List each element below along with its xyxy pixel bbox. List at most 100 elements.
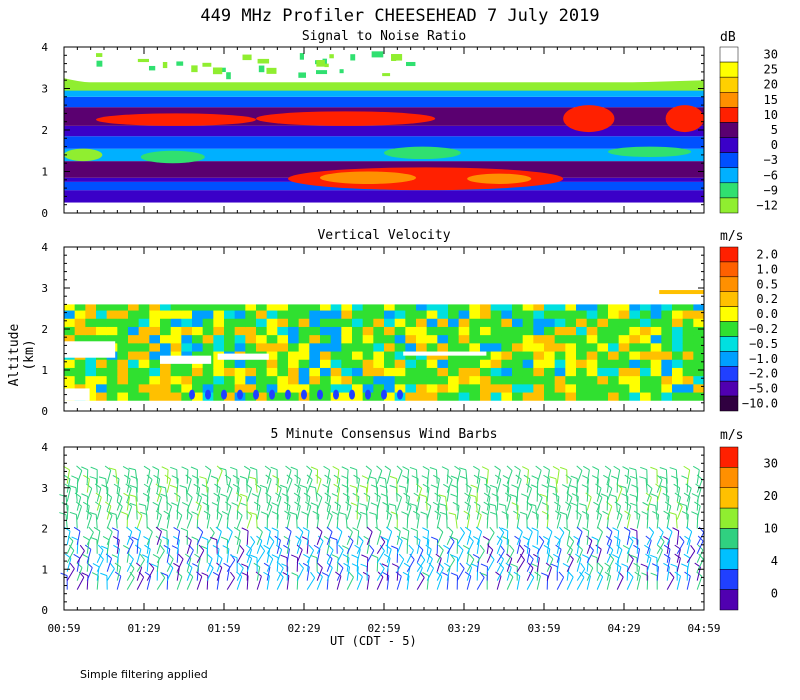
wind-barb (486, 532, 495, 546)
wind-barb (66, 478, 71, 493)
wind-barb (206, 539, 209, 554)
velocity-cell (288, 367, 300, 377)
wind-barb (206, 532, 215, 546)
wind-barb (176, 558, 184, 572)
wind-barb (306, 505, 312, 520)
wind-barb-flag (94, 483, 102, 489)
wind-barb (675, 469, 678, 484)
wind-barb-flag (297, 526, 304, 533)
wind-barb-flag (539, 493, 547, 498)
wind-barb-flag (74, 492, 81, 498)
wind-barb-flag (428, 562, 434, 569)
velocity-cell (170, 310, 182, 320)
velocity-cell (85, 335, 97, 344)
wind-barb (146, 531, 153, 545)
velocity-cell (202, 367, 214, 377)
wind-barb (506, 514, 509, 529)
wind-barb (135, 496, 138, 511)
velocity-cell (480, 359, 492, 369)
wind-barb (496, 496, 499, 511)
wind-barb-flag (171, 545, 179, 550)
wind-barb (66, 540, 74, 554)
wind-barb-flag (111, 554, 119, 559)
velocity-cell (458, 392, 470, 402)
velocity-cell (490, 392, 502, 402)
wind-barb-flag (674, 492, 681, 498)
wind-barb-flag (366, 526, 373, 533)
velocity-cell (426, 335, 438, 344)
velocity-cell (490, 376, 502, 385)
wind-barb (136, 567, 143, 581)
velocity-cell (277, 335, 289, 344)
snr-speck (371, 51, 384, 58)
velocity-cell (629, 335, 641, 344)
velocity-cell (640, 335, 652, 344)
colorbar-swatch (719, 246, 739, 263)
wind-barb (576, 531, 583, 545)
snr-speck (137, 58, 149, 63)
velocity-cell (426, 310, 438, 320)
wind-barb-flag (396, 465, 403, 471)
wind-barb-flag (239, 475, 247, 480)
wind-barb (566, 541, 575, 554)
velocity-cell (416, 326, 428, 336)
velocity-cell (309, 392, 321, 402)
wind-barb (246, 515, 253, 529)
velocity-cell (512, 351, 524, 361)
velocity-cell (138, 326, 150, 336)
velocity-cell (320, 384, 332, 394)
wind-barb-flag (170, 466, 177, 471)
wind-barb-flag (538, 535, 545, 542)
wind-barb (246, 549, 253, 563)
velocity-cell (448, 392, 460, 402)
velocity-cell (405, 367, 417, 377)
velocity-cell (586, 351, 598, 361)
wind-barb (276, 488, 282, 502)
wind-barb-flag (128, 553, 134, 560)
velocity-cell (586, 335, 598, 344)
velocity-cell (373, 384, 385, 394)
wind-barb (276, 549, 283, 563)
velocity-cell (202, 310, 214, 320)
velocity-cell (618, 392, 630, 402)
velocity-cell (192, 384, 204, 394)
velocity-cell (661, 302, 673, 312)
velocity-cell (234, 310, 246, 320)
colorbar-swatch (719, 569, 739, 590)
colorbar-swatch (719, 167, 739, 184)
velocity-cell (106, 326, 118, 336)
velocity-cell (384, 359, 396, 369)
velocity-cell (490, 384, 502, 394)
wind-barb (626, 540, 634, 554)
wind-barb-flag (519, 544, 525, 551)
wind-barb-flag (508, 544, 515, 551)
wind-barb (496, 558, 504, 572)
y-tick-label: 0 (41, 207, 48, 220)
wind-barb-flag (369, 512, 377, 516)
velocity-gap (64, 341, 116, 358)
wind-barb-flag (160, 493, 168, 498)
velocity-cell (384, 302, 396, 312)
wind-barb-flag (481, 466, 489, 471)
wind-barb (236, 515, 243, 529)
wind-barb (246, 469, 251, 484)
velocity-cell (341, 392, 353, 402)
velocity-cell (128, 376, 140, 385)
wind-barb-flag (336, 526, 343, 533)
wind-barb-flag (73, 526, 81, 532)
velocity-cell (629, 326, 641, 336)
wind-barb (176, 478, 179, 493)
velocity-cell (480, 384, 492, 394)
velocity-cell (288, 351, 300, 361)
wind-barb (276, 540, 281, 554)
wind-barb-flag (169, 484, 177, 489)
velocity-cell (96, 376, 108, 385)
velocity-cell (437, 318, 449, 328)
wind-barb-flag (435, 553, 442, 559)
velocity-cell (565, 367, 577, 377)
wind-barb (486, 505, 491, 520)
wind-barb-flag (673, 483, 680, 489)
wind-barb-flag (69, 511, 77, 515)
wind-barb-flag (265, 492, 272, 498)
velocity-cell (608, 302, 620, 312)
